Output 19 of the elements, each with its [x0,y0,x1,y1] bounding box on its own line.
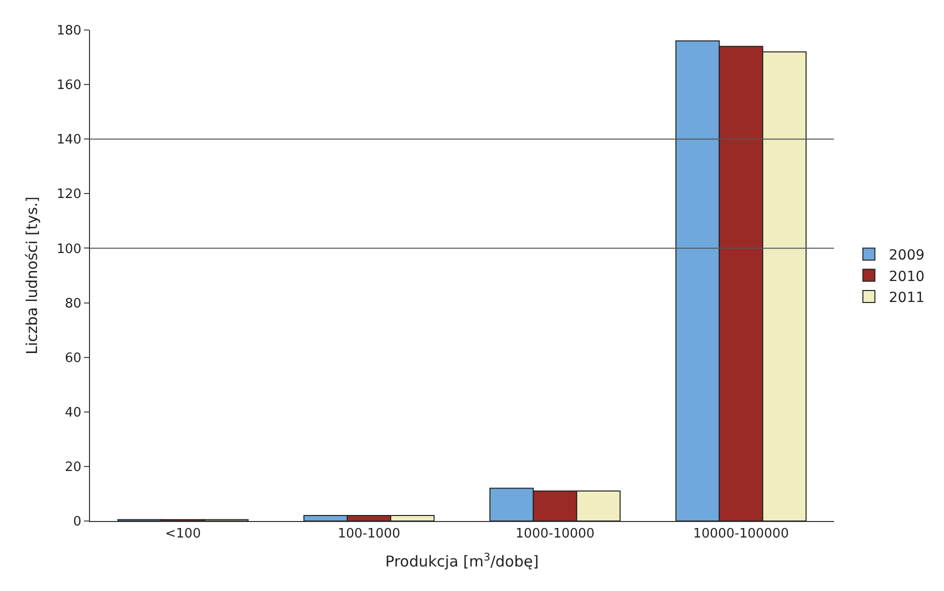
y-tick-label: 0 [73,514,82,530]
y-tick-label: 160 [56,78,82,94]
legend-label: 2011 [888,290,925,306]
y-tick-label: 20 [64,460,82,475]
y-axis-title: Liczba ludności [tys.] [22,196,41,355]
x-tick-label: <100 [165,526,201,542]
x-tick-label: 100-1000 [338,526,400,542]
legend-label: 2009 [888,248,925,264]
x-tick-label: 1000-10000 [515,526,595,542]
y-tick-label: 100 [56,242,82,257]
x-axis-title: Produkcja [m$^{3}$/dobę] [385,551,539,571]
y-tick-label: 180 [56,24,82,39]
x-tick-label: 10000-100000 [693,526,789,542]
y-tick-label: 60 [64,350,82,366]
y-tick-label: 80 [64,296,82,312]
y-tick-label: 40 [64,405,82,420]
y-tick-label: 140 [56,132,82,148]
legend-label: 2010 [888,268,925,285]
y-tick-label: 120 [56,187,82,202]
